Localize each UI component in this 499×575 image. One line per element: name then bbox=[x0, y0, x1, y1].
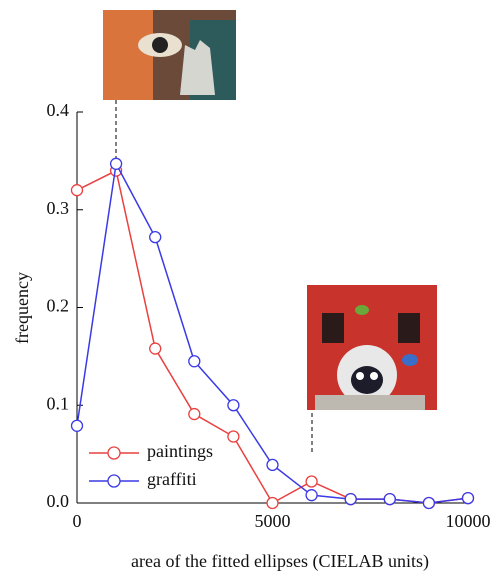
data-point bbox=[423, 498, 434, 509]
data-point bbox=[267, 459, 278, 470]
data-point bbox=[463, 493, 474, 504]
data-point bbox=[267, 498, 278, 509]
legend-label: graffiti bbox=[147, 469, 197, 489]
data-point bbox=[150, 232, 161, 243]
data-point bbox=[72, 420, 83, 431]
legend-marker bbox=[108, 475, 120, 487]
y-tick-label: 0.4 bbox=[47, 100, 70, 120]
data-point bbox=[111, 158, 122, 169]
y-tick-label: 0.2 bbox=[47, 296, 70, 316]
data-point bbox=[189, 409, 200, 420]
data-point bbox=[306, 476, 317, 487]
data-point bbox=[228, 400, 239, 411]
graffiti-thumbnail bbox=[307, 285, 437, 410]
x-axis-label: area of the fitted ellipses (CIELAB unit… bbox=[131, 551, 429, 572]
data-point bbox=[345, 494, 356, 505]
data-point bbox=[150, 343, 161, 354]
y-tick-label: 0.0 bbox=[47, 491, 70, 511]
x-tick-label: 0 bbox=[73, 511, 82, 531]
chart: frequency area of the fitted ellipses (C… bbox=[0, 0, 499, 575]
data-point bbox=[72, 185, 83, 196]
legend-marker bbox=[108, 447, 120, 459]
data-point bbox=[306, 490, 317, 501]
y-tick-label: 0.1 bbox=[47, 393, 70, 413]
y-axis-label: frequency bbox=[12, 272, 32, 344]
painting-thumbnail bbox=[103, 10, 236, 100]
legend-label: paintings bbox=[147, 441, 213, 461]
y-tick-label: 0.3 bbox=[47, 198, 70, 218]
x-tick-label: 5000 bbox=[255, 511, 291, 531]
data-point bbox=[384, 494, 395, 505]
data-point bbox=[189, 356, 200, 367]
data-point bbox=[228, 431, 239, 442]
x-tick-label: 10000 bbox=[446, 511, 491, 531]
